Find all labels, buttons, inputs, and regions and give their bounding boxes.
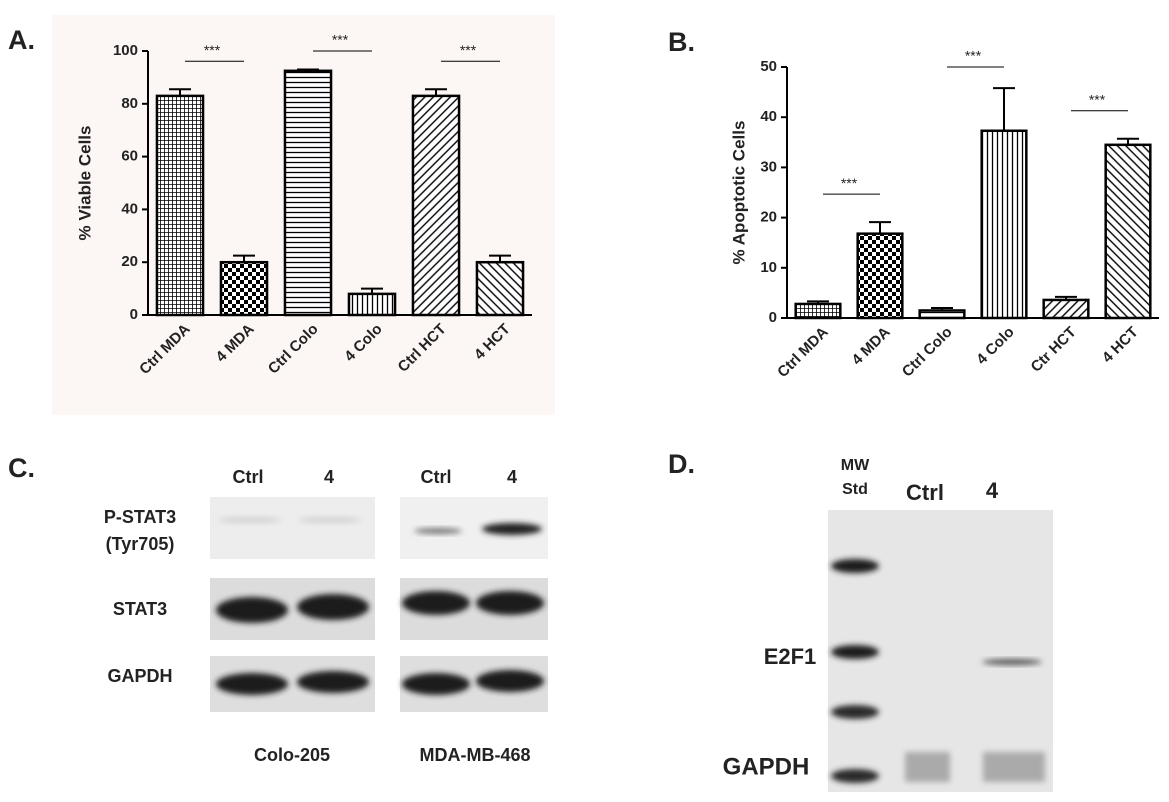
bar bbox=[283, 69, 333, 317]
bar bbox=[475, 260, 525, 317]
panel-label: D. bbox=[668, 449, 695, 479]
lane-label: Ctrl bbox=[233, 467, 264, 487]
x-tick-label: Ctr HCT bbox=[1028, 324, 1080, 376]
row-label: GAPDH bbox=[723, 753, 810, 780]
lane-label: 4 bbox=[986, 478, 999, 503]
blot-images bbox=[210, 497, 548, 712]
bar bbox=[219, 260, 269, 317]
x-tick-label: 4 Colo bbox=[973, 324, 1017, 368]
x-tick-label: Ctrl MDA bbox=[774, 324, 832, 382]
x-tick-label: 4 HCT bbox=[1099, 324, 1142, 367]
row-label: (Tyr705) bbox=[106, 534, 175, 554]
panel-label: A. bbox=[8, 25, 35, 55]
significance-label: *** bbox=[460, 42, 477, 58]
cell-line-label: Colo-205 bbox=[254, 745, 330, 765]
cell-line-label: MDA-MB-468 bbox=[419, 745, 530, 765]
bar bbox=[347, 292, 397, 317]
y-tick-label: 80 bbox=[121, 95, 138, 112]
y-tick-label: 20 bbox=[121, 253, 138, 270]
y-tick-label: 40 bbox=[760, 108, 777, 125]
bar bbox=[1042, 298, 1090, 320]
x-tick-label: Ctrl Colo bbox=[899, 324, 956, 381]
lane-label: Ctrl bbox=[906, 480, 944, 505]
significance-label: *** bbox=[965, 48, 982, 64]
row-label: E2F1 bbox=[764, 644, 817, 669]
marker-label: MW bbox=[841, 457, 870, 474]
blot-image bbox=[828, 510, 1053, 792]
bar bbox=[856, 232, 904, 320]
y-tick-label: 100 bbox=[113, 42, 138, 59]
y-tick-label: 60 bbox=[121, 148, 138, 165]
panel-label: C. bbox=[8, 453, 35, 483]
x-tick-label: 4 MDA bbox=[849, 323, 894, 368]
y-axis-label: % Apoptotic Cells bbox=[729, 121, 748, 265]
y-tick-label: 40 bbox=[121, 200, 138, 217]
significance-label: *** bbox=[1089, 91, 1106, 107]
y-tick-label: 0 bbox=[769, 309, 777, 326]
row-label: GAPDH bbox=[107, 666, 172, 686]
lane-label: 4 bbox=[324, 467, 334, 487]
row-label: STAT3 bbox=[113, 599, 167, 619]
y-tick-label: 20 bbox=[760, 209, 777, 226]
lane-label: Ctrl bbox=[421, 467, 452, 487]
row-label: P-STAT3 bbox=[104, 507, 176, 527]
panel-label: B. bbox=[668, 27, 695, 57]
bar bbox=[411, 94, 461, 317]
y-tick-label: 50 bbox=[760, 58, 777, 75]
y-axis-label: % Viable Cells bbox=[75, 126, 94, 241]
bar bbox=[794, 302, 842, 320]
bar bbox=[1104, 143, 1152, 320]
y-tick-label: 0 bbox=[130, 306, 138, 323]
y-tick-label: 30 bbox=[760, 158, 777, 175]
bar bbox=[918, 309, 966, 320]
marker-label: Std bbox=[842, 481, 868, 498]
significance-label: *** bbox=[332, 32, 349, 48]
bar bbox=[155, 94, 205, 317]
significance-label: *** bbox=[841, 175, 858, 191]
bar bbox=[980, 129, 1028, 320]
lane-label: 4 bbox=[507, 467, 517, 487]
significance-label: *** bbox=[204, 42, 221, 58]
y-tick-label: 10 bbox=[760, 259, 777, 276]
